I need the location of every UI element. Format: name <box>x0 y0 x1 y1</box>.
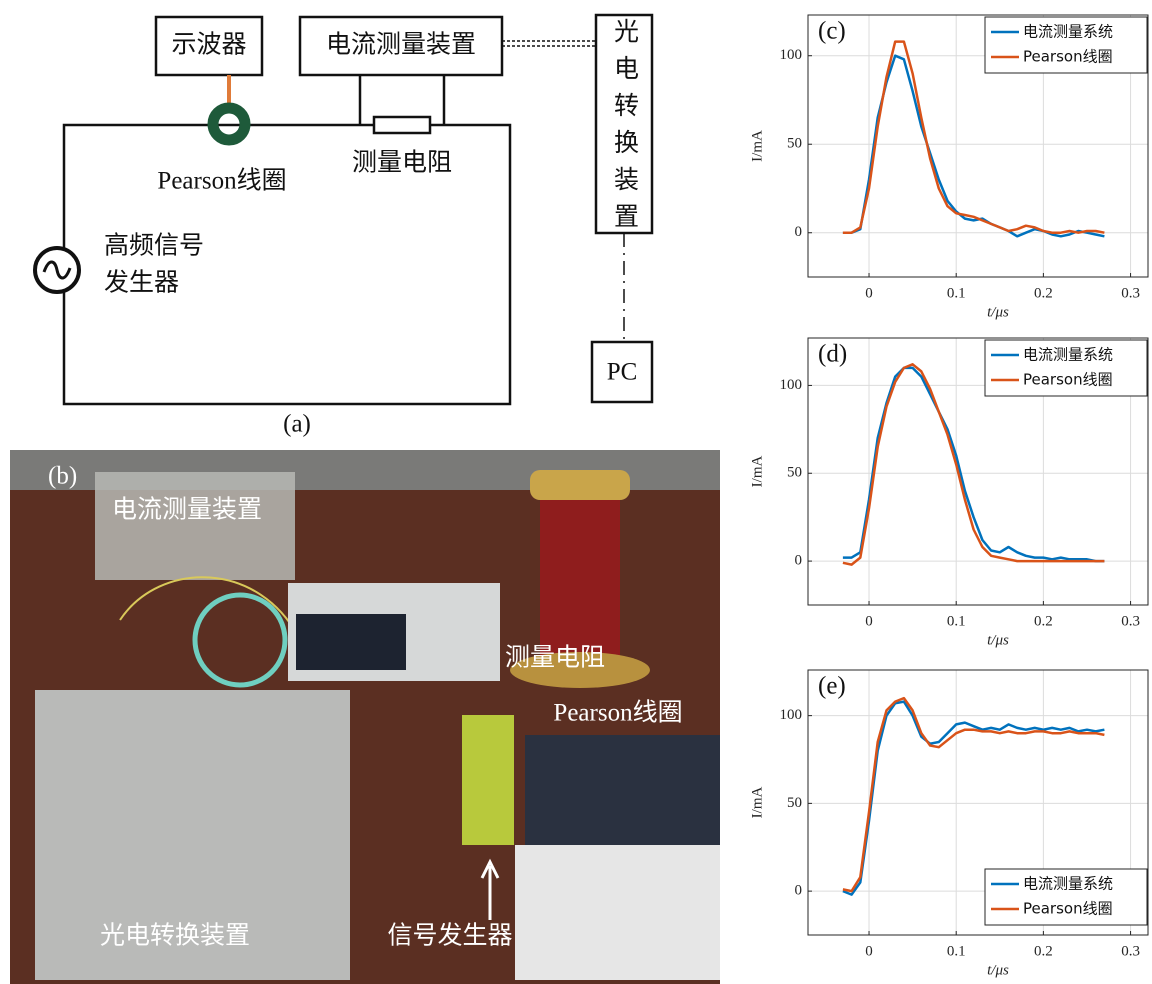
y-axis-label: I/mA <box>749 787 765 819</box>
generator-label: 发生器 <box>104 269 179 297</box>
device-label: 电流测量装置 <box>112 496 262 524</box>
y-tick-label: 0 <box>795 883 803 899</box>
signal-generator <box>462 715 514 845</box>
figure: 示波器 电流测量装置 光电转换装置 PC 测量电阻 Pearson线圈 高频信号… <box>0 0 1152 984</box>
oscilloscope-label: 示波器 <box>171 31 246 59</box>
x-axis-label: t/μs <box>987 304 1009 320</box>
x-tick-label: 0.1 <box>947 943 966 959</box>
x-tick-label: 0.3 <box>1121 613 1140 629</box>
converter-label: 光电转换装置 <box>611 18 640 240</box>
coil-label: Pearson线圈 <box>157 167 286 195</box>
current-device-label: 电流测量装置 <box>326 31 476 59</box>
generator-label: 高频信号 <box>104 232 204 260</box>
device-box <box>95 472 295 580</box>
resistor-label: 测量电阻 <box>352 149 452 177</box>
laptop-body <box>515 845 720 980</box>
x-tick-label: 0 <box>865 285 873 301</box>
legend-label: Pearson线圈 <box>1023 900 1113 918</box>
legend-label: Pearson线圈 <box>1023 371 1113 389</box>
y-tick-label: 100 <box>780 47 803 63</box>
y-axis-label: I/mA <box>749 130 765 162</box>
legend-label: 电流测量系统 <box>1023 23 1113 41</box>
generator-label: 信号发生器 <box>387 922 512 950</box>
y-tick-label: 0 <box>795 224 803 240</box>
x-tick-label: 0 <box>865 943 873 959</box>
panel-label: (b) <box>48 463 77 490</box>
y-tick-label: 0 <box>795 553 803 569</box>
panel-title: (d) <box>818 341 847 368</box>
panel-title: (e) <box>818 673 846 700</box>
x-tick-label: 0.2 <box>1034 613 1053 629</box>
x-tick-label: 0.2 <box>1034 285 1053 301</box>
y-tick-label: 50 <box>787 136 802 152</box>
circuit-diagram <box>35 15 652 404</box>
panel-title: (c) <box>818 18 846 45</box>
x-tick-label: 0.3 <box>1121 943 1140 959</box>
y-tick-label: 100 <box>780 707 803 723</box>
x-axis-label: t/μs <box>987 632 1009 648</box>
coil-label: Pearson线圈 <box>553 699 682 727</box>
legend-label: Pearson线圈 <box>1023 48 1113 66</box>
y-tick-label: 100 <box>780 377 803 393</box>
electrode <box>530 470 630 500</box>
page: {"diagram": {"label": "(a)", "oscillosco… <box>0 0 1152 984</box>
x-tick-label: 0.2 <box>1034 943 1053 959</box>
pc-label: PC <box>607 359 638 386</box>
scope-screen <box>296 614 406 670</box>
resistor-label: 测量电阻 <box>505 644 605 672</box>
y-tick-label: 50 <box>787 465 802 481</box>
x-axis-label: t/μs <box>987 962 1009 978</box>
panel-label: (a) <box>283 411 311 438</box>
x-tick-label: 0.1 <box>947 613 966 629</box>
x-tick-label: 0.3 <box>1121 285 1140 301</box>
x-tick-label: 0 <box>865 613 873 629</box>
resistor <box>374 117 430 133</box>
x-tick-label: 0.1 <box>947 285 966 301</box>
y-axis-label: I/mA <box>749 456 765 488</box>
resistor-body <box>540 500 620 660</box>
legend-label: 电流测量系统 <box>1023 346 1113 364</box>
laptop-screen <box>525 735 720 845</box>
converter-label: 光电转换装置 <box>100 922 250 950</box>
y-tick-label: 50 <box>787 795 802 811</box>
legend-label: 电流测量系统 <box>1023 875 1113 893</box>
